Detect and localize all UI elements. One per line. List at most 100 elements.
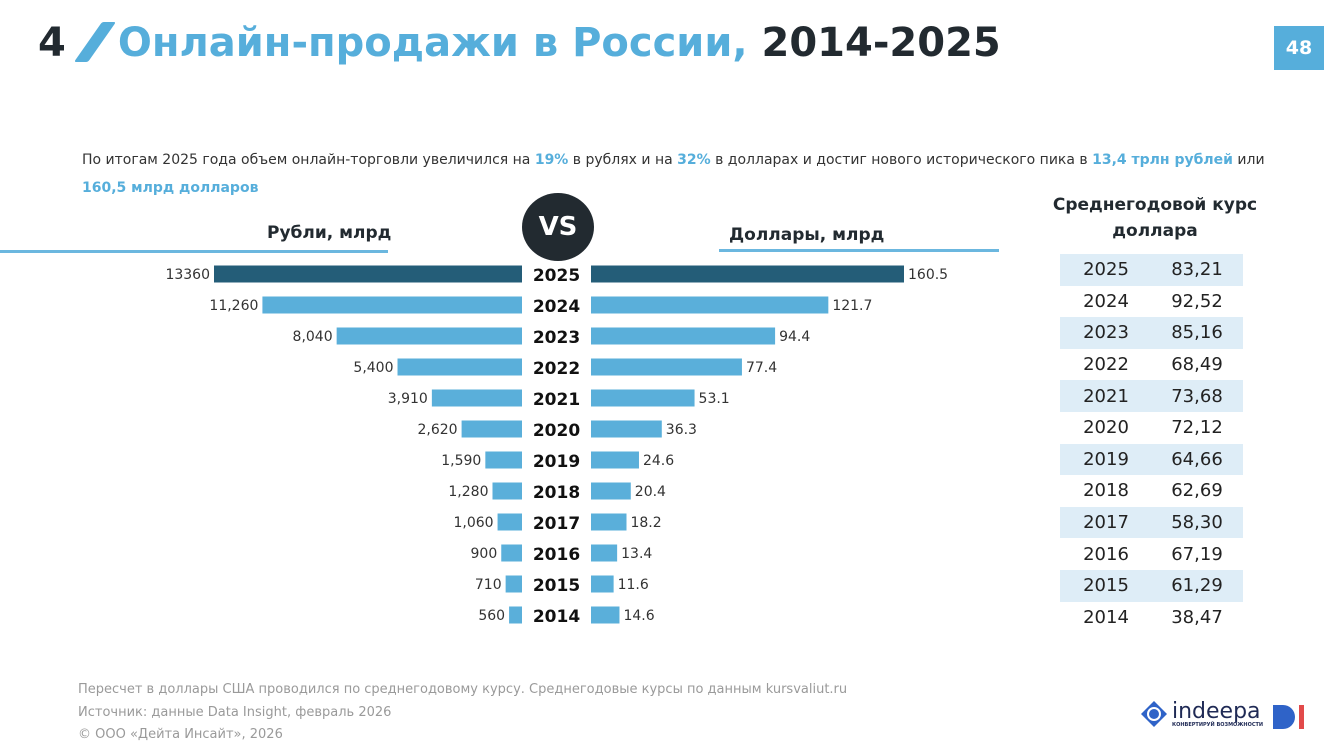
- rate-value: 73,68: [1171, 385, 1223, 407]
- usd-value-label: 77.4: [746, 360, 777, 376]
- rate-value: 83,21: [1171, 259, 1223, 281]
- rub-bar: [214, 265, 522, 283]
- rate-table-row: 2023 85,16: [1060, 317, 1243, 349]
- rub-value-label: 8,040: [293, 329, 333, 345]
- rub-bar: [397, 358, 522, 376]
- rate-year: 2023: [1083, 322, 1129, 344]
- usd-value-label: 11.6: [618, 577, 649, 593]
- rub-value-label: 560: [478, 608, 505, 624]
- usd-value-label: 13.4: [621, 546, 652, 562]
- rate-table-row: 2020 72,12: [1060, 412, 1243, 444]
- rate-value: 92,52: [1171, 290, 1223, 312]
- usd-bar: [591, 389, 695, 407]
- rub-bar: [262, 296, 522, 314]
- title-main: Онлайн-продажи в России,: [117, 20, 748, 66]
- rate-year: 2014: [1083, 606, 1129, 628]
- di-logo: [1273, 705, 1304, 729]
- rate-table-row: 2014 38,47: [1060, 602, 1243, 634]
- slash-decoration: [73, 22, 116, 62]
- vs-badge: VS: [522, 193, 594, 261]
- year-label: 2018: [533, 483, 580, 503]
- year-label: 2022: [533, 359, 580, 379]
- rate-value: 85,16: [1171, 322, 1223, 344]
- year-label: 2014: [533, 607, 580, 627]
- usd-bar: [591, 265, 904, 283]
- indeepa-wordmark: indeepa: [1172, 698, 1261, 724]
- rate-table-row: 2021 73,68: [1060, 380, 1243, 412]
- rate-year: 2016: [1083, 543, 1129, 565]
- summary-text: По итогам 2025 года объем онлайн-торговл…: [82, 152, 1265, 196]
- usd-value-label: 14.6: [623, 608, 654, 624]
- rub-value-label: 11,260: [209, 298, 258, 314]
- usd-bar: [591, 358, 742, 376]
- year-label: 2016: [533, 545, 580, 565]
- year-label: 2015: [533, 576, 580, 596]
- page-title: 4 Онлайн-продажи в России, 2014-2025: [38, 18, 1001, 68]
- usd-value-label: 160.5: [908, 267, 948, 283]
- usd-bar: [591, 513, 627, 531]
- rub-header-line: [0, 250, 388, 253]
- rub-bar: [492, 482, 522, 500]
- footer-source: Источник: данные Data Insight, февраль 2…: [78, 705, 392, 720]
- usd-bar: [591, 482, 631, 500]
- usd-value-label: 24.6: [643, 453, 674, 469]
- rate-table-row: 2018 62,69: [1060, 475, 1243, 507]
- footer-copyright: © ООО «Дейта Инсайт», 2026: [78, 727, 283, 742]
- usd-bar: [591, 451, 639, 469]
- indeepa-logo: indeepa КОНВЕРТИРУЙ ВОЗМОЖНОСТИ: [1140, 700, 1263, 728]
- page-number: 48: [1274, 26, 1324, 70]
- rate-table-row: 2016 67,19: [1060, 538, 1243, 570]
- year-label: 2023: [533, 328, 580, 348]
- rub-bar: [501, 544, 522, 562]
- rub-value-label: 1,280: [448, 484, 488, 500]
- rate-value: 68,49: [1171, 354, 1223, 376]
- title-years: 2014-2025: [761, 20, 1001, 66]
- year-label: 2025: [533, 266, 580, 286]
- usd-bar: [591, 420, 662, 438]
- rate-table-title: Среднегодовой курс доллара: [1052, 195, 1258, 241]
- rate-year: 2018: [1083, 480, 1129, 502]
- indeepa-tagline: КОНВЕРТИРУЙ ВОЗМОЖНОСТИ: [1172, 721, 1264, 728]
- rate-value: 58,30: [1171, 512, 1223, 534]
- year-label: 2019: [533, 452, 580, 472]
- rub-bar: [461, 420, 522, 438]
- rub-value-label: 900: [471, 546, 498, 562]
- rate-year: 2024: [1083, 290, 1129, 312]
- bar-chart: 13360 160.5 2025 11,260 121.7 2024 8,040 94.4 20…: [165, 265, 948, 627]
- usd-bar: [591, 606, 620, 624]
- rub-value-label: 1,590: [441, 453, 481, 469]
- rate-value: 62,69: [1171, 480, 1223, 502]
- rate-year: 2022: [1083, 354, 1129, 376]
- rate-year: 2021: [1083, 385, 1129, 407]
- rub-bar: [497, 513, 522, 531]
- year-label: 2017: [533, 514, 580, 534]
- rate-table-row: 2024 92,52: [1060, 286, 1243, 318]
- rub-value-label: 3,910: [388, 391, 428, 407]
- usd-bar: [591, 327, 776, 345]
- rate-year: 2025: [1083, 259, 1129, 281]
- rub-value-label: 1,060: [453, 515, 493, 531]
- usd-header-line: [719, 249, 999, 252]
- rub-bar: [431, 389, 522, 407]
- usd-value-label: 36.3: [666, 422, 697, 438]
- rub-bar: [509, 606, 522, 624]
- usd-value-label: 20.4: [635, 484, 666, 500]
- rate-value: 64,66: [1171, 448, 1223, 470]
- rate-year: 2017: [1083, 512, 1129, 534]
- indeepa-logo-icon: [1141, 701, 1167, 727]
- usd-bar: [591, 296, 829, 314]
- rub-value-label: 710: [475, 577, 502, 593]
- usd-bar: [591, 575, 614, 593]
- rub-value-label: 5,400: [353, 360, 393, 376]
- usd-value-label: 18.2: [630, 515, 661, 531]
- rate-year: 2015: [1083, 575, 1129, 597]
- rate-value: 72,12: [1171, 417, 1223, 439]
- rub-header: Рубли, млрд: [267, 223, 392, 243]
- usd-value-label: 94.4: [779, 329, 810, 345]
- rub-bar: [485, 451, 522, 469]
- rate-year: 2020: [1083, 417, 1129, 439]
- year-label: 2021: [533, 390, 580, 410]
- rate-table-row: 2015 61,29: [1060, 570, 1243, 602]
- rate-value: 38,47: [1171, 606, 1223, 628]
- year-label: 2020: [533, 421, 580, 441]
